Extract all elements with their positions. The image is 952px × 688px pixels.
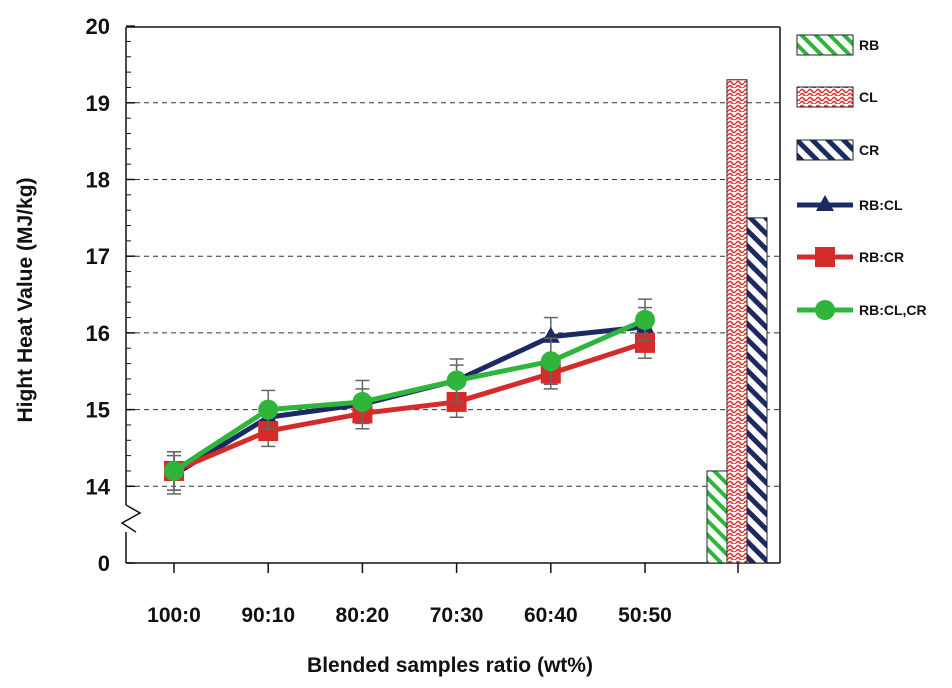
y-tick-label: 0 [98,551,110,576]
point-rb-cl-cr [164,460,184,481]
point-rb-cr [258,421,279,442]
legend-marker-rb-cl [816,195,834,211]
y-tick-label: 17 [86,244,110,269]
legend-label-rb-cr: RB:CR [859,249,904,265]
bars [706,79,768,564]
y-tick-label: 18 [86,168,110,193]
point-rb-cl-cr [446,370,467,391]
legend-label-cl: CL [859,89,878,105]
legend-label-rb-cl: RB:CL [859,197,903,213]
point-rb-cl-cr [540,351,561,372]
y-tick-label: 20 [86,14,110,39]
x-category-label: 50:50 [618,604,672,627]
y-tick-label: 16 [86,321,110,346]
x-axis-title: Blended samples ratio (wt%) [307,654,593,677]
point-rb-cl-cr [635,309,655,330]
series-line-rb-cl-cr [172,317,647,474]
legend-swatch-cl [796,86,854,108]
series-line-rb-cr [173,340,646,474]
legend-marker-rb-cl-cr [815,300,835,320]
y-axis-title: Hight Heat Value (MJ/kg) [14,177,37,422]
y-tick-label: 14 [86,474,111,499]
series-lines [164,298,655,495]
legend-label-rb: RB [859,37,879,53]
x-category-label: 90:10 [241,604,295,627]
legend-marker-rb-cr [815,247,835,267]
x-category-label: 70:30 [430,604,484,627]
grid-lines [126,102,780,487]
tick-labels: 0 14 15 16 17 18 19 20 100:0 90:10 80:20 70:30 60:40… [86,14,672,627]
legend-label-cr: CR [859,142,879,158]
legend-label-rb-cl-cr: RB:CL,CR [859,302,927,318]
y-tick-label: 19 [86,91,110,116]
x-category-label: 100:0 [147,604,201,627]
axes [120,25,781,573]
legend: RB CL CR RB:CL RB:CR RB:CL,CR [796,34,927,320]
legend-swatch-cr [796,139,854,161]
point-rb-cl-cr [352,391,373,412]
point-rb-cl-cr [258,399,279,420]
y-tick-label: 15 [86,398,110,423]
bar-rb [706,470,728,564]
bar-cr [746,217,768,564]
bar-cl [726,79,748,564]
axis-break-mark [120,504,142,533]
legend-swatch-rb [796,34,854,56]
x-category-label: 80:20 [336,604,390,627]
point-rb-cr [635,332,655,353]
x-category-label: 60:40 [524,604,578,627]
